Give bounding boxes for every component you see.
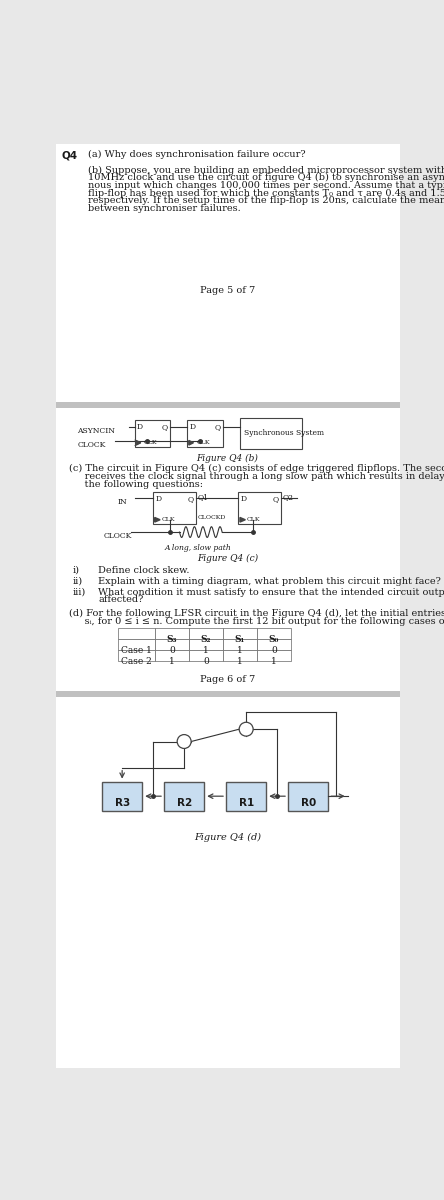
- FancyBboxPatch shape: [56, 697, 400, 1068]
- Text: 0: 0: [169, 646, 174, 655]
- Text: 0: 0: [203, 656, 209, 666]
- Text: Q: Q: [162, 422, 168, 431]
- Text: between synchroniser failures.: between synchroniser failures.: [88, 204, 241, 214]
- Text: R3: R3: [115, 798, 130, 809]
- Text: receives the clock signal through a long slow path which results in delay. Answe: receives the clock signal through a long…: [69, 472, 444, 481]
- FancyBboxPatch shape: [257, 628, 291, 640]
- Text: S₃: S₃: [166, 635, 177, 644]
- FancyBboxPatch shape: [118, 640, 155, 650]
- Text: ii): ii): [72, 577, 83, 586]
- Text: 1: 1: [237, 646, 243, 655]
- Text: 1: 1: [237, 656, 243, 666]
- Circle shape: [177, 734, 191, 749]
- FancyBboxPatch shape: [155, 628, 189, 640]
- Text: affected?: affected?: [98, 595, 143, 605]
- Polygon shape: [240, 517, 246, 522]
- FancyBboxPatch shape: [189, 640, 223, 650]
- FancyBboxPatch shape: [164, 781, 204, 811]
- FancyBboxPatch shape: [288, 781, 328, 811]
- Circle shape: [239, 722, 253, 736]
- Text: A long, slow path: A long, slow path: [165, 545, 231, 552]
- FancyBboxPatch shape: [189, 650, 223, 661]
- Text: (a) Why does synchronisation failure occur?: (a) Why does synchronisation failure occ…: [88, 150, 305, 160]
- Text: CLOCKD: CLOCKD: [198, 515, 226, 520]
- Text: Page 5 of 7: Page 5 of 7: [200, 287, 255, 295]
- Text: Case 1: Case 1: [121, 646, 151, 655]
- Text: ASYNCIN: ASYNCIN: [77, 427, 115, 436]
- Text: D: D: [137, 422, 143, 431]
- Polygon shape: [155, 517, 160, 522]
- Text: Figure Q4 (b): Figure Q4 (b): [197, 454, 258, 463]
- Text: Q: Q: [273, 496, 279, 503]
- Polygon shape: [189, 440, 194, 445]
- FancyBboxPatch shape: [118, 650, 155, 661]
- Text: the following questions:: the following questions:: [69, 480, 203, 488]
- Text: S₀: S₀: [269, 635, 279, 644]
- Text: Q2: Q2: [282, 493, 293, 500]
- Text: Q1: Q1: [197, 493, 208, 500]
- Text: 1: 1: [169, 656, 174, 666]
- Text: S₁: S₁: [235, 635, 245, 644]
- FancyBboxPatch shape: [56, 402, 400, 408]
- Text: flip-flop has been used for which the constants T₀ and τ are 0.4s and 1.5ns: flip-flop has been used for which the co…: [88, 188, 444, 198]
- Text: respectively. If the setup time of the flip-flop is 20ns, calculate the mean tim: respectively. If the setup time of the f…: [88, 197, 444, 205]
- FancyBboxPatch shape: [56, 144, 400, 404]
- FancyBboxPatch shape: [153, 492, 196, 524]
- FancyBboxPatch shape: [226, 781, 266, 811]
- Text: D: D: [190, 422, 196, 431]
- Text: D: D: [155, 496, 162, 503]
- Text: CLOCK: CLOCK: [77, 442, 106, 449]
- FancyBboxPatch shape: [238, 492, 281, 524]
- Text: R1: R1: [238, 798, 254, 809]
- Text: (c) The circuit in Figure Q4 (c) consists of edge triggered flipflops. The secon: (c) The circuit in Figure Q4 (c) consist…: [69, 464, 444, 474]
- FancyBboxPatch shape: [257, 650, 291, 661]
- FancyBboxPatch shape: [56, 408, 400, 716]
- Text: CLK: CLK: [162, 517, 175, 522]
- Text: IN: IN: [118, 498, 127, 506]
- Text: (b) Suppose, you are building an embedded microprocessor system with a: (b) Suppose, you are building an embedde…: [88, 166, 444, 175]
- Text: iii): iii): [72, 588, 86, 596]
- FancyBboxPatch shape: [189, 628, 223, 640]
- Text: nous input which changes 100,000 times per second. Assume that a typical: nous input which changes 100,000 times p…: [88, 181, 444, 190]
- FancyBboxPatch shape: [223, 640, 257, 650]
- Text: R0: R0: [301, 798, 316, 809]
- Text: Define clock skew.: Define clock skew.: [98, 566, 190, 575]
- Text: CLK: CLK: [144, 439, 157, 445]
- Text: D: D: [241, 496, 247, 503]
- FancyBboxPatch shape: [240, 418, 302, 449]
- Text: R2: R2: [177, 798, 192, 809]
- FancyBboxPatch shape: [257, 640, 291, 650]
- Text: Q: Q: [214, 422, 221, 431]
- Text: Case 2: Case 2: [121, 656, 151, 666]
- FancyBboxPatch shape: [118, 628, 155, 640]
- Polygon shape: [136, 440, 141, 445]
- Text: sᵢ, for 0 ≤ i ≤ n. Compute the first 12 bit output for the following cases of in: sᵢ, for 0 ≤ i ≤ n. Compute the first 12 …: [69, 617, 444, 625]
- Text: CLK: CLK: [197, 439, 210, 445]
- FancyBboxPatch shape: [223, 628, 257, 640]
- Text: 1: 1: [203, 646, 209, 655]
- Text: (d) For the following LFSR circuit in the Figure Q4 (d), let the initial entries: (d) For the following LFSR circuit in th…: [69, 610, 444, 618]
- FancyBboxPatch shape: [223, 650, 257, 661]
- Text: CLK: CLK: [247, 517, 261, 522]
- Text: Synchronous System: Synchronous System: [244, 428, 324, 437]
- Text: Page 6 of 7: Page 6 of 7: [200, 676, 255, 684]
- FancyBboxPatch shape: [56, 691, 400, 697]
- Text: Explain with a timing diagram, what problem this circuit might face?: Explain with a timing diagram, what prob…: [98, 577, 441, 586]
- Text: 1: 1: [271, 656, 277, 666]
- FancyBboxPatch shape: [155, 650, 189, 661]
- Text: Q4: Q4: [62, 150, 78, 160]
- Text: Q: Q: [187, 496, 194, 503]
- FancyBboxPatch shape: [155, 640, 189, 650]
- FancyBboxPatch shape: [102, 781, 142, 811]
- FancyBboxPatch shape: [135, 420, 170, 448]
- Text: 10MHz clock and use the circuit of figure Q4 (b) to synchronise an asynchro-: 10MHz clock and use the circuit of figur…: [88, 173, 444, 182]
- Text: 0: 0: [271, 646, 277, 655]
- Text: Figure Q4 (c): Figure Q4 (c): [197, 553, 258, 563]
- Text: CLOCK: CLOCK: [103, 532, 132, 540]
- Text: i): i): [72, 566, 79, 575]
- FancyBboxPatch shape: [187, 420, 223, 448]
- Text: Figure Q4 (d): Figure Q4 (d): [194, 833, 261, 841]
- Text: What condition it must satisfy to ensure that the intended circuit output is not: What condition it must satisfy to ensure…: [98, 588, 444, 596]
- Text: S₂: S₂: [201, 635, 211, 644]
